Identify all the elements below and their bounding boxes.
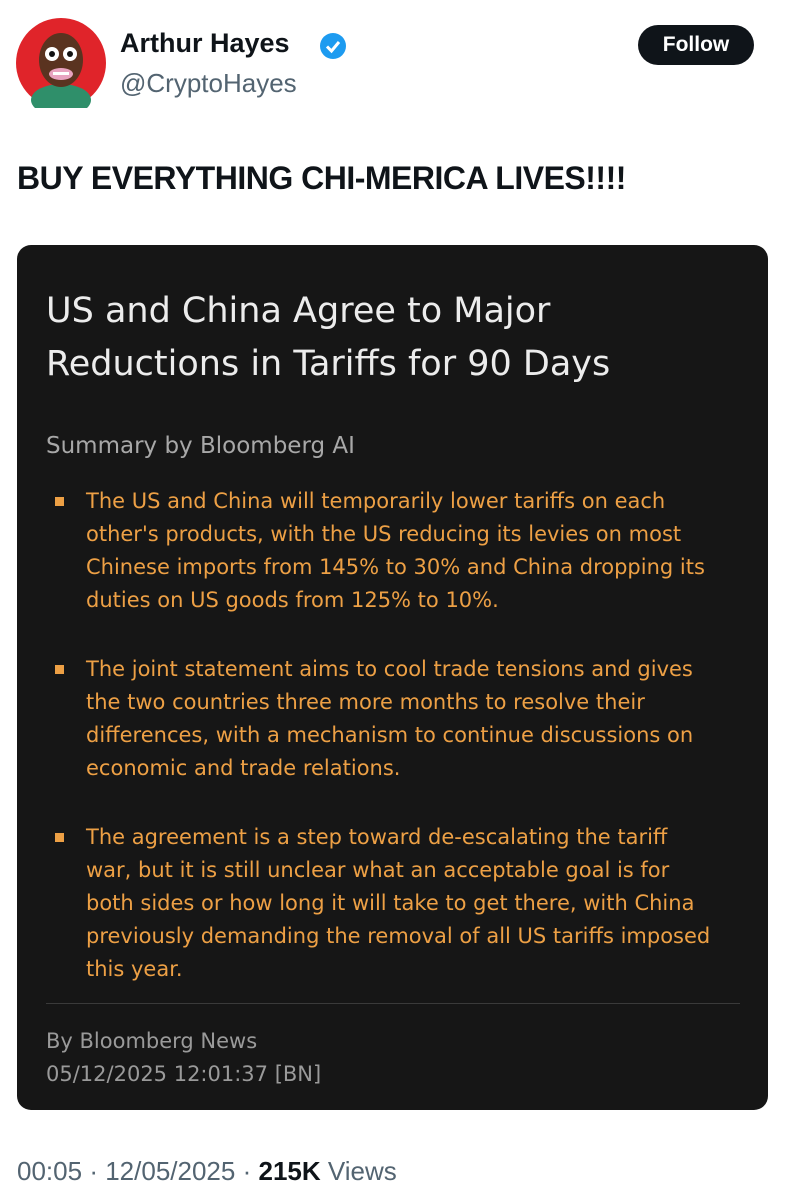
bullet-marker [55,497,64,506]
bullet-list: The US and China will temporarily lower … [55,485,715,1022]
time: 00:05 [17,1156,83,1186]
separator: · [242,1156,252,1186]
separator: · [89,1156,98,1186]
bullet-item: The US and China will temporarily lower … [55,485,715,617]
author-handle[interactable]: @CryptoHayes [120,68,297,98]
tweet-footer: 00:05 · 12/05/2025 · 215K Views [17,1156,397,1187]
bullet-item: The agreement is a step toward de-escala… [55,821,715,986]
summary-label: Summary by Bloomberg AI [46,433,355,459]
bullet-text: The agreement is a step toward de-escala… [86,825,711,981]
author-name[interactable]: Arthur Hayes [120,28,290,58]
views-count: 215K [258,1156,321,1186]
timestamp: 05/12/2025 12:01:37 [BN] [46,1062,322,1086]
avatar[interactable] [16,18,106,108]
news-card: US and China Agree to Major Reductions i… [17,245,768,1110]
byline: By Bloomberg News [46,1029,258,1053]
views-label: Views [327,1156,397,1186]
follow-button[interactable]: Follow [638,25,754,65]
tweet-text: BUY EVERYTHING CHI-MERICA LIVES!!!! [17,160,626,196]
divider [46,1003,740,1004]
bullet-text: The joint statement aims to cool trade t… [86,657,694,780]
bullet-item: The joint statement aims to cool trade t… [55,653,715,785]
bullet-text: The US and China will temporarily lower … [86,489,705,612]
date: 12/05/2025 [105,1156,236,1186]
card-title: US and China Agree to Major Reductions i… [46,291,611,384]
bullet-marker [55,833,64,842]
verified-badge [320,33,346,59]
bullet-marker [55,665,64,674]
